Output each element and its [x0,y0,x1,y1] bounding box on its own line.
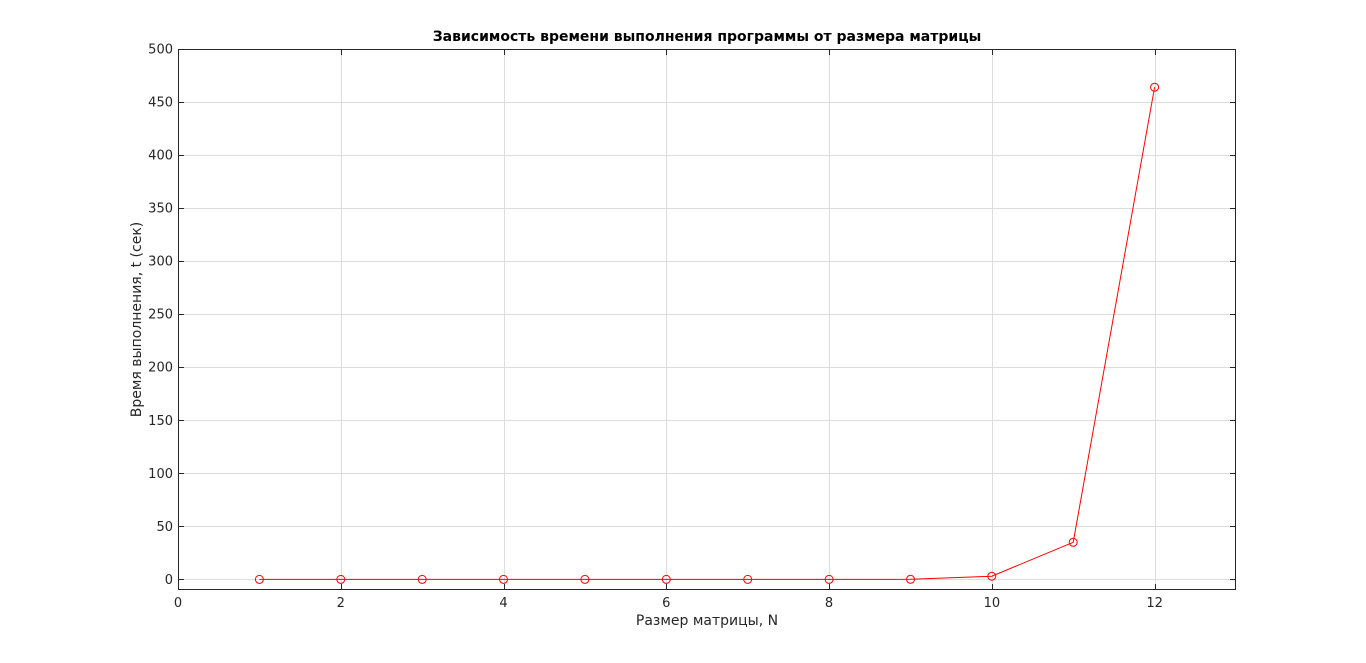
y-tick-label: 300 [148,255,173,270]
data-point [417,574,427,584]
data-point [987,571,997,581]
data-point [661,574,671,584]
x-tick-label: 12 [1146,596,1163,611]
y-tick-label: 500 [148,43,173,58]
y-tick-label: 100 [148,467,173,482]
y-tick-label: 150 [148,414,173,429]
y-axis-label: Время выполнения, t (сек) [129,222,145,417]
data-series [254,82,1160,584]
x-axis-label: Размер матрицы, N [636,613,778,629]
y-tick-label: 50 [156,520,173,535]
plot-area [178,49,1236,590]
y-tick-label: 200 [148,361,173,376]
data-point [1068,537,1078,547]
x-tick-label: 6 [662,596,670,611]
y-tick-label: 250 [148,308,173,323]
data-point [824,574,834,584]
y-tick-label: 450 [148,96,173,111]
y-tick-label: 0 [165,573,173,588]
chart-title: Зависимость времени выполнения программы… [433,29,982,45]
y-tick-label: 400 [148,149,173,164]
x-tick-label: 2 [337,596,345,611]
plot-border [178,49,1236,590]
data-point [743,574,753,584]
tick-labels: 0 2 4 6 8 10 12 0 50 100 150 200 250 300 350 400 450 500 [148,43,1163,612]
data-point [499,574,508,584]
data-point [1150,82,1160,92]
x-tick-label: 10 [984,596,1001,611]
data-point [336,574,346,584]
x-tick-label: 0 [174,596,182,611]
grid [178,49,1236,590]
data-point [580,574,590,584]
data-point [254,574,264,584]
series-line [259,87,1156,580]
x-tick-label: 8 [825,596,833,611]
x-tick-label: 4 [499,596,507,611]
data-point [906,574,915,584]
y-tick-label: 350 [148,202,173,217]
